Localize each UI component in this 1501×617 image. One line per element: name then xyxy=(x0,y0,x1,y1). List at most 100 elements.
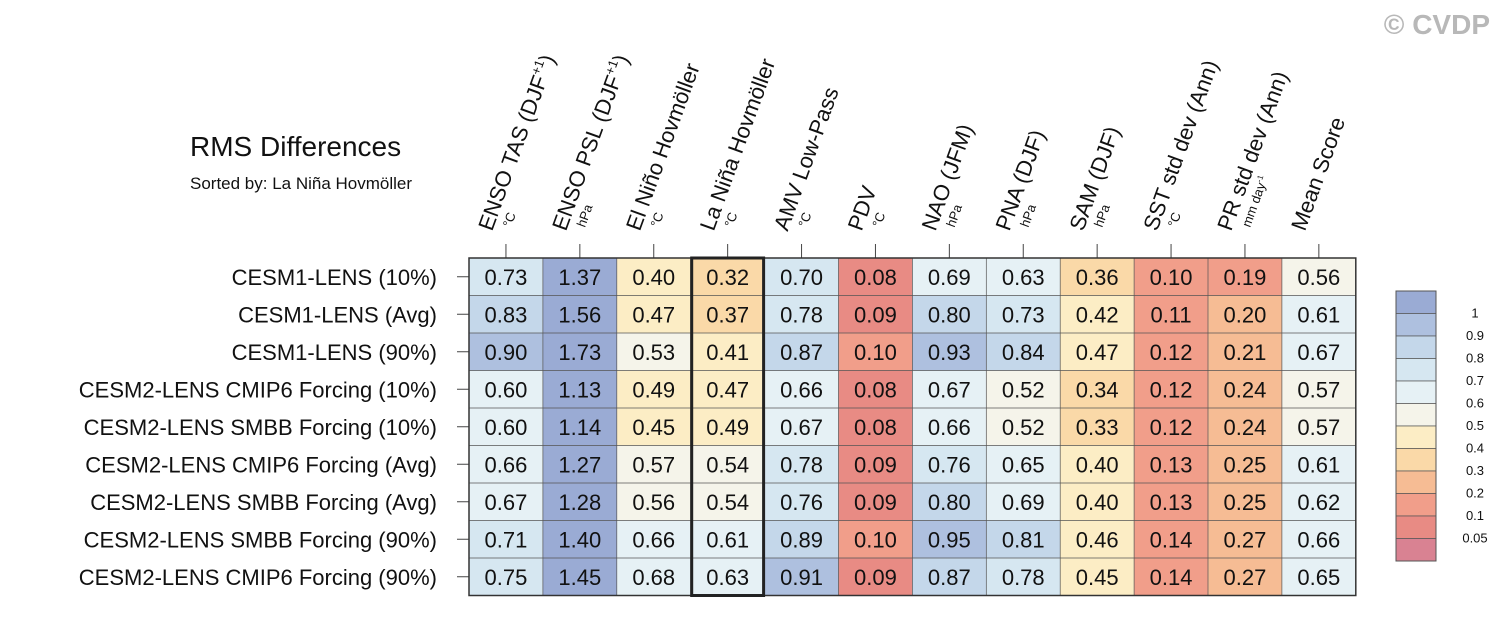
column-labels: ENSO TAS (DJF+1)°C ENSO PSL (DJF+1)hPa El … xyxy=(473,51,1350,258)
heatmap-cell xyxy=(764,483,839,521)
heatmap-cell xyxy=(1060,295,1135,333)
cell-value: 0.73 xyxy=(485,265,528,290)
heatmap-cell xyxy=(1134,408,1208,446)
heatmap-cell xyxy=(690,445,765,483)
cell-value: 0.67 xyxy=(928,377,971,402)
heatmap-cell xyxy=(469,408,543,446)
heatmap-cell xyxy=(1134,483,1208,521)
cell-value: 0.57 xyxy=(1297,377,1340,402)
heatmap-cell xyxy=(986,258,1061,296)
cell-value: 0.10 xyxy=(1150,265,1193,290)
cell-value: 0.75 xyxy=(485,565,528,590)
column-unit: °C xyxy=(721,210,740,229)
heatmap-cell xyxy=(986,445,1061,483)
cell-value: 0.67 xyxy=(1297,340,1340,365)
heatmap-cell xyxy=(542,295,617,333)
chart-title: RMS Differences xyxy=(190,131,401,162)
heatmap-cell xyxy=(1134,558,1208,596)
heatmap-cell xyxy=(542,408,617,446)
heatmap-cell xyxy=(838,370,913,408)
row-label: CESM2-LENS CMIP6 Forcing (Avg) xyxy=(85,452,437,477)
cell-value: 0.53 xyxy=(632,340,675,365)
heatmap-border xyxy=(468,257,1357,597)
column-unit: °C xyxy=(1165,210,1184,229)
cell-value: 0.21 xyxy=(1224,340,1267,365)
cell-value: 0.70 xyxy=(780,265,823,290)
colorbar-swatch xyxy=(1395,358,1437,382)
cell-value: 0.46 xyxy=(1076,527,1119,552)
cell-value: 0.57 xyxy=(1297,415,1340,440)
cell-value: 0.69 xyxy=(928,265,971,290)
cell-value: 0.08 xyxy=(854,265,897,290)
colorbar-label: 1 xyxy=(1471,306,1478,321)
cell-value: 0.47 xyxy=(706,377,749,402)
column-unit: °C xyxy=(647,210,666,229)
colorbar-swatch xyxy=(1395,403,1437,427)
cell-value: 1.56 xyxy=(558,302,601,327)
heatmap-cell xyxy=(1208,295,1282,333)
cell-value: 0.78 xyxy=(780,302,823,327)
row-label: CESM2-LENS SMBB Forcing (10%) xyxy=(84,415,437,440)
heatmap-cell xyxy=(542,333,617,371)
cell-value: 0.13 xyxy=(1150,452,1193,477)
heatmap-cell xyxy=(1281,520,1356,558)
cell-value: 0.09 xyxy=(854,565,897,590)
cell-value: 0.34 xyxy=(1076,377,1119,402)
heatmap-cell xyxy=(838,483,913,521)
heatmap-cell xyxy=(542,558,617,596)
colorbar-swatch xyxy=(1395,515,1437,539)
heatmap-cell xyxy=(1134,258,1208,296)
heatmap-cell xyxy=(469,558,543,596)
heatmap-cell xyxy=(469,370,543,408)
cell-value: 0.27 xyxy=(1224,527,1267,552)
colorbar-label: 0.05 xyxy=(1462,531,1487,546)
cell-value: 0.90 xyxy=(485,340,528,365)
heatmap-cell xyxy=(469,258,543,296)
cell-value: 0.40 xyxy=(1076,452,1119,477)
cell-value: 1.27 xyxy=(558,452,601,477)
cell-value: 0.89 xyxy=(780,527,823,552)
heatmap-cell xyxy=(616,370,691,408)
colorbar-label: 0.5 xyxy=(1466,418,1484,433)
cell-value: 0.63 xyxy=(1002,265,1045,290)
heatmap-cell xyxy=(690,333,765,371)
heatmap-cell xyxy=(616,558,691,596)
heatmap-cell xyxy=(469,483,543,521)
heatmap-cell xyxy=(986,483,1061,521)
cell-value: 0.09 xyxy=(854,302,897,327)
cell-value: 0.12 xyxy=(1150,377,1193,402)
heatmap-cell xyxy=(690,408,765,446)
cell-value: 0.54 xyxy=(706,490,749,515)
heatmap-cell xyxy=(1281,445,1356,483)
column-label: SST std dev (Ann) xyxy=(1138,57,1223,234)
heatmap-cell xyxy=(1208,258,1282,296)
heatmap-cell xyxy=(469,520,543,558)
row-label: CESM2-LENS SMBB Forcing (Avg) xyxy=(90,490,437,515)
heatmap-cell xyxy=(690,520,765,558)
cell-value: 0.20 xyxy=(1224,302,1267,327)
heatmap-cell xyxy=(838,295,913,333)
cell-value: 0.95 xyxy=(928,527,971,552)
cell-value: 0.66 xyxy=(632,527,675,552)
heatmap-cell xyxy=(912,258,987,296)
row-labels: CESM1-LENS (10%) CESM1-LENS (Avg) CESM1-LE… xyxy=(79,265,469,590)
cell-value: 0.78 xyxy=(780,452,823,477)
cell-value: 1.73 xyxy=(558,340,601,365)
cell-value: 0.83 xyxy=(485,302,528,327)
cell-value: 0.57 xyxy=(632,452,675,477)
heatmap-cell xyxy=(912,558,987,596)
heatmap-cell xyxy=(838,258,913,296)
heatmap-cell xyxy=(986,333,1061,371)
heatmap-cell xyxy=(542,445,617,483)
heatmap-cell xyxy=(542,370,617,408)
cell-value: 0.37 xyxy=(706,302,749,327)
cell-value: 0.61 xyxy=(1297,302,1340,327)
cell-value: 0.56 xyxy=(1297,265,1340,290)
cell-value: 0.14 xyxy=(1150,565,1193,590)
cell-value: 0.80 xyxy=(928,490,971,515)
heatmap-cell xyxy=(1281,483,1356,521)
cell-value: 0.12 xyxy=(1150,415,1193,440)
heatmap-cell xyxy=(690,258,765,296)
cell-value: 0.84 xyxy=(1002,340,1045,365)
column-unit: °C xyxy=(795,210,814,229)
